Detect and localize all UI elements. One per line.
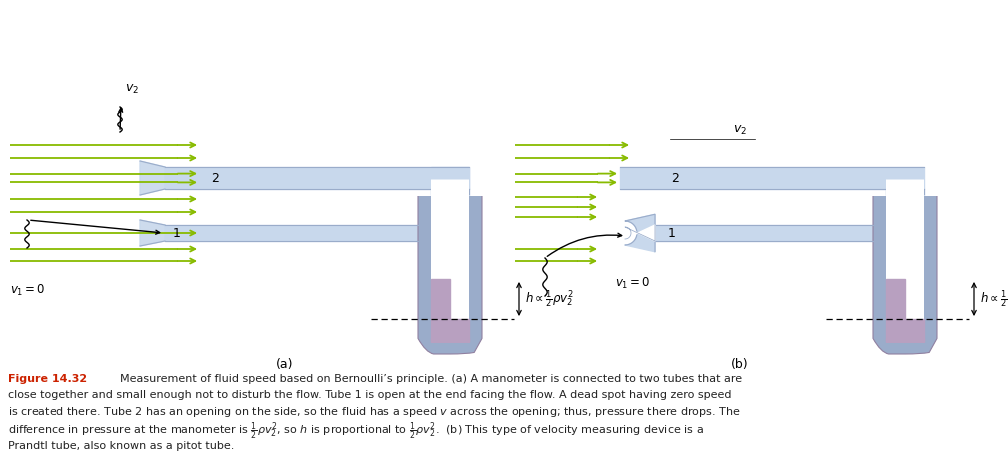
Polygon shape — [431, 189, 469, 196]
Text: $v_2$: $v_2$ — [125, 83, 139, 96]
PathPatch shape — [886, 180, 924, 341]
Text: 2: 2 — [671, 172, 679, 184]
Text: (b): (b) — [731, 357, 749, 371]
Text: Figure 14.32: Figure 14.32 — [8, 374, 87, 384]
Polygon shape — [886, 189, 905, 225]
Polygon shape — [431, 167, 469, 189]
Text: 2: 2 — [211, 172, 219, 184]
Text: $v_1 = 0$: $v_1 = 0$ — [10, 283, 45, 298]
Polygon shape — [140, 220, 165, 246]
Polygon shape — [625, 225, 655, 241]
Polygon shape — [140, 161, 165, 195]
Text: (a): (a) — [276, 357, 293, 371]
Polygon shape — [886, 189, 924, 196]
Polygon shape — [431, 189, 450, 225]
Polygon shape — [886, 196, 905, 241]
Polygon shape — [450, 319, 469, 341]
Polygon shape — [655, 225, 886, 241]
Polygon shape — [886, 279, 905, 341]
Text: Prandtl tube, also known as a pitot tube.: Prandtl tube, also known as a pitot tube… — [8, 441, 235, 451]
Text: difference in pressure at the manometer is $\frac{1}{2}\rho v_2^2$, so $h$ is pr: difference in pressure at the manometer … — [8, 421, 704, 442]
Polygon shape — [165, 225, 431, 241]
Polygon shape — [905, 319, 924, 341]
Polygon shape — [431, 279, 450, 341]
PathPatch shape — [873, 196, 937, 354]
PathPatch shape — [431, 180, 469, 341]
Text: $h \propto \frac{1}{2}\rho v_2^2$: $h \propto \frac{1}{2}\rho v_2^2$ — [980, 288, 1008, 310]
Text: $v_2$: $v_2$ — [733, 124, 747, 137]
Polygon shape — [431, 196, 450, 241]
Text: $h \propto \frac{1}{2}\rho v_2^2$: $h \propto \frac{1}{2}\rho v_2^2$ — [525, 288, 574, 310]
Text: 1: 1 — [173, 227, 181, 240]
Text: is created there. Tube 2 has an opening on the side, so the fluid has a speed $v: is created there. Tube 2 has an opening … — [8, 405, 741, 419]
Text: 1: 1 — [668, 227, 676, 240]
Text: close together and small enough not to disturb the flow. Tube 1 is open at the e: close together and small enough not to d… — [8, 389, 732, 400]
Text: Measurement of fluid speed based on Bernoulli’s principle. (a) A manometer is co: Measurement of fluid speed based on Bern… — [113, 374, 742, 384]
Polygon shape — [165, 167, 469, 189]
Polygon shape — [620, 167, 924, 189]
PathPatch shape — [418, 196, 482, 354]
Text: $v_1 = 0$: $v_1 = 0$ — [615, 276, 650, 291]
Polygon shape — [625, 214, 655, 252]
